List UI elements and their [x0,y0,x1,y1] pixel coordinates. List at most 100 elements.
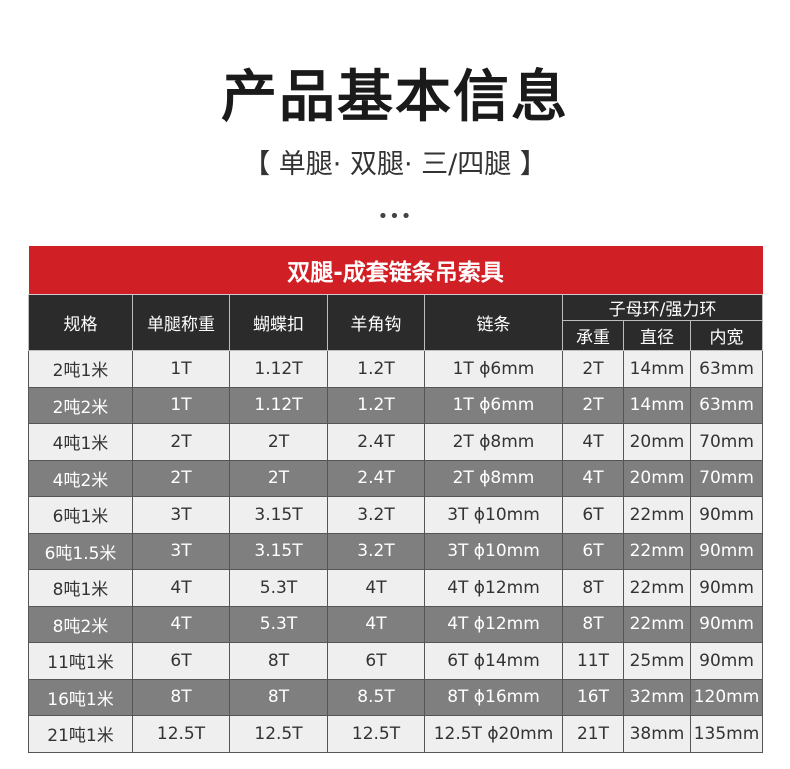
table-cell: 22mm [623,605,691,643]
subheader-load: 承重 [562,320,624,351]
page-subtitle: 【 单腿· 双腿· 三/四腿 】 [243,149,547,180]
table-cell: 2T ϕ8mm [424,423,563,461]
spec-table: 双腿-成套链条吊索具 规格 单腿称重 蝴蝶扣 羊角钩 链条 子母环/强力环 承重… [28,246,764,753]
table-cell: 3.2T [327,496,425,534]
table-cell: 3T ϕ10mm [424,496,563,534]
table-cell: 3T [132,532,230,570]
table-cell: 2T [132,459,230,497]
table-cell: 2吨1米 [28,350,133,388]
table-cell: 1.12T [229,350,328,388]
table-cell: 1T [132,386,230,424]
table-cell: 11吨1米 [28,642,133,680]
table-cell: 3T ϕ10mm [424,532,563,570]
table-row: 2吨1米 1T 1.12T 1.2T 1T ϕ6mm 2T 14mm 63mm [28,350,764,388]
table-cell: 16T [562,678,624,716]
table-cell: 2吨2米 [28,386,133,424]
table-cell: 8.5T [327,678,425,716]
table-cell: 120mm [689,678,764,716]
table-cell: 4T [327,569,425,607]
table-cell: 3.2T [327,532,425,570]
table-row: 21吨1米 12.5T 12.5T 12.5T 12.5T ϕ20mm 21T 38mm 13… [28,715,764,753]
header-master-link: 子母环/强力环 [561,294,764,321]
page-title: 产品基本信息 [221,65,569,130]
table-cell: 6吨1.5米 [28,532,133,570]
table-cell: 6T [327,642,425,680]
table-cell: 12.5T [229,715,328,753]
table-cell: 2T [229,459,328,497]
table-cell: 16吨1米 [28,678,133,716]
table-row: 16吨1米 8T 8T 8.5T 8T ϕ16mm 16T 32mm 120mm [28,678,764,716]
table-cell: 90mm [689,496,764,534]
table-cell: 2T ϕ8mm [424,459,563,497]
table-cell: 20mm [623,459,691,497]
header-single-leg-load: 单腿称重 [132,294,230,351]
table-cell: 2T [562,350,624,388]
table-row: 11吨1米 6T 8T 6T 6T ϕ14mm 11T 25mm 90mm [28,642,764,680]
table-cell: 1T [132,350,230,388]
table-cell: 6T ϕ14mm [424,642,563,680]
table-cell: 6吨1米 [28,496,133,534]
table-cell: 4T [327,605,425,643]
table-cell: 8T ϕ16mm [424,678,563,716]
header-hook: 羊角钩 [327,294,425,351]
table-cell: 32mm [623,678,691,716]
table-cell: 25mm [623,642,691,680]
table-row: 6吨1.5米 3T 3.15T 3.2T 3T ϕ10mm 6T 22mm 90mm [28,532,764,570]
table-cell: 1.2T [327,386,425,424]
table-cell: 12.5T [132,715,230,753]
header-chain: 链条 [424,294,563,351]
table-cell: 1T ϕ6mm [424,386,563,424]
table-cell: 4T [562,423,624,461]
table-cell: 11T [562,642,624,680]
table-cell: 2T [562,386,624,424]
dots-divider: ••• [377,206,413,227]
table-cell: 90mm [689,569,764,607]
table-cell: 6T [132,642,230,680]
table-cell: 8T [229,642,328,680]
table-cell: 22mm [623,532,691,570]
table-cell: 90mm [689,532,764,570]
header-shackle: 蝴蝶扣 [229,294,328,351]
table-cell: 12.5T [327,715,425,753]
table-cell: 20mm [623,423,691,461]
table-cell: 1.12T [229,386,328,424]
table-row: 4吨2米 2T 2T 2.4T 2T ϕ8mm 4T 20mm 70mm [28,459,764,497]
table-cell: 4T [562,459,624,497]
table-cell: 4T ϕ12mm [424,605,563,643]
table-cell: 14mm [623,350,691,388]
table-cell: 70mm [689,459,764,497]
table-cell: 3T [132,496,230,534]
table-cell: 4吨2米 [28,459,133,497]
table-cell: 6T [562,496,624,534]
table-cell: 2T [229,423,328,461]
table-cell: 5.3T [229,569,328,607]
table-cell: 4T [132,569,230,607]
table-cell: 8吨2米 [28,605,133,643]
table-caption: 双腿-成套链条吊索具 [28,246,763,295]
table-cell: 21吨1米 [28,715,133,753]
table-cell: 4吨1米 [28,423,133,461]
table-cell: 14mm [623,386,691,424]
table-cell: 3.15T [229,532,328,570]
table-cell: 90mm [689,605,764,643]
header-spec: 规格 [28,294,133,351]
table-cell: 8T [562,605,624,643]
table-row: 8吨2米 4T 5.3T 4T 4T ϕ12mm 8T 22mm 90mm [28,605,764,643]
table-cell: 2.4T [327,459,425,497]
table-cell: 63mm [689,350,764,388]
table-cell: 2.4T [327,423,425,461]
table-cell: 3.15T [229,496,328,534]
table-cell: 1.2T [327,350,425,388]
table-row: 8吨1米 4T 5.3T 4T 4T ϕ12mm 8T 22mm 90mm [28,569,764,607]
table-cell: 70mm [689,423,764,461]
table-cell: 2T [132,423,230,461]
table-row: 4吨1米 2T 2T 2.4T 2T ϕ8mm 4T 20mm 70mm [28,423,764,461]
table-row: 2吨2米 1T 1.12T 1.2T 1T ϕ6mm 2T 14mm 63mm [28,386,764,424]
table-cell: 8T [229,678,328,716]
table-cell: 6T [562,532,624,570]
subheader-inner-width: 内宽 [689,320,764,351]
table-cell: 63mm [689,386,764,424]
table-cell: 22mm [623,496,691,534]
table-cell: 90mm [689,642,764,680]
